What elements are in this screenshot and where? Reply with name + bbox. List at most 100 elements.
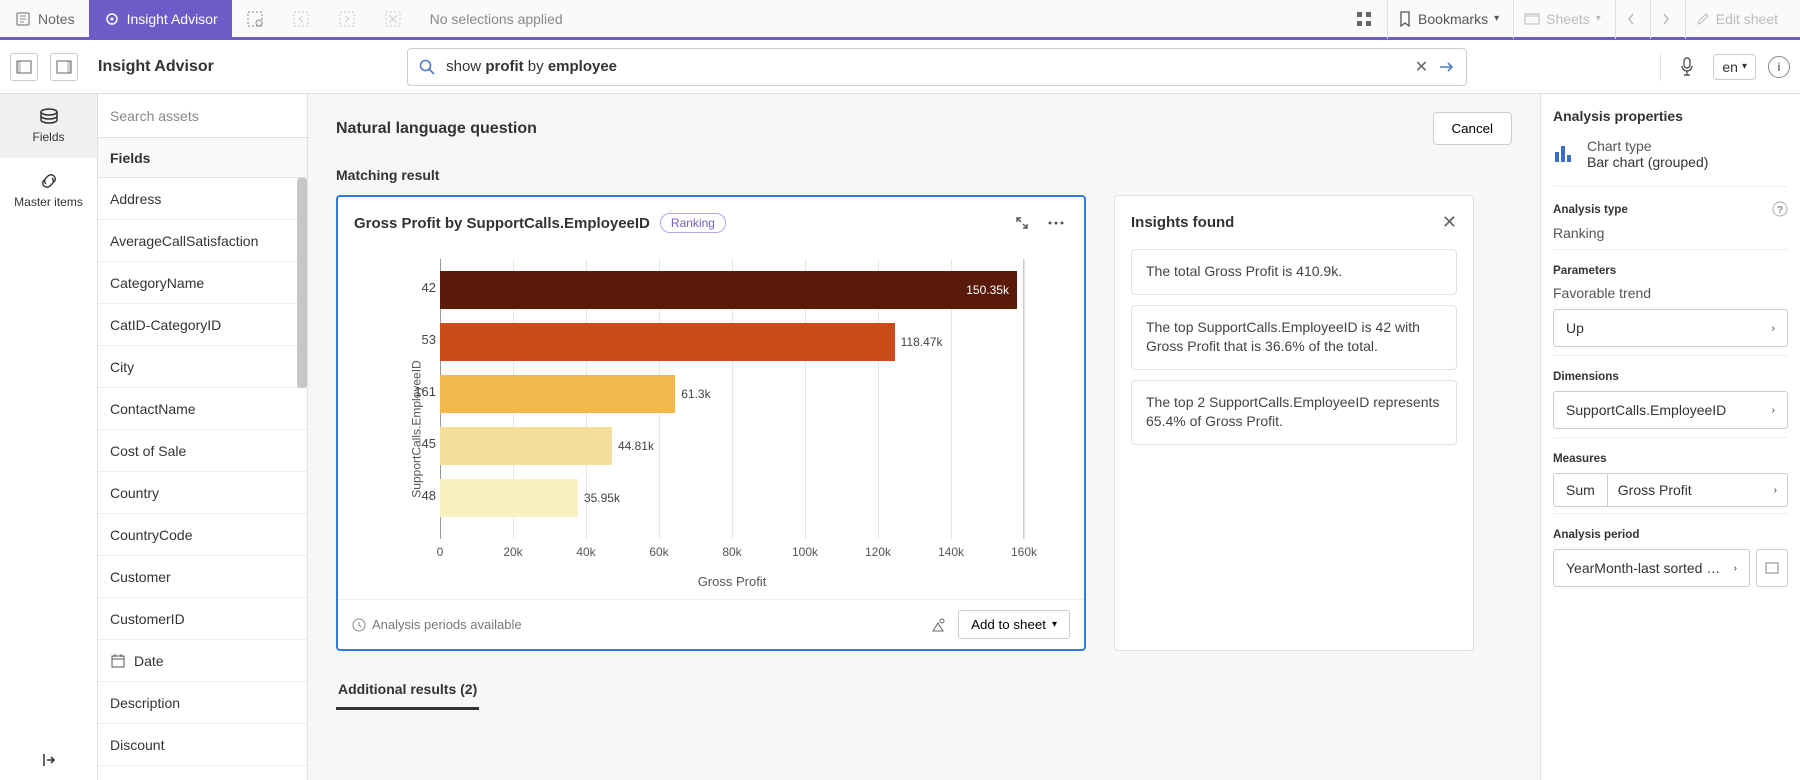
field-item[interactable]: Country: [98, 472, 307, 514]
field-item[interactable]: ContactName: [98, 388, 307, 430]
bar-chart[interactable]: SupportCalls.EmployeeID 150.35k118.47k61…: [368, 259, 1054, 599]
bar[interactable]: [440, 479, 578, 517]
notes-button[interactable]: Notes: [0, 0, 89, 39]
chart-more-button[interactable]: [1044, 211, 1068, 235]
calendar-icon: [110, 653, 126, 669]
insight-advisor-button[interactable]: Insight Advisor: [89, 0, 232, 39]
grid-menu-button[interactable]: [1345, 0, 1383, 39]
field-item[interactable]: Customer: [98, 556, 307, 598]
additional-results-section: Additional results (2): [336, 671, 1512, 710]
field-item[interactable]: Discount: [98, 724, 307, 766]
x-tick-label: 80k: [722, 545, 741, 559]
next-sheet-button[interactable]: [1650, 0, 1681, 39]
measure-selector[interactable]: Gross Profit ›: [1608, 473, 1788, 507]
search-icon: [418, 58, 436, 76]
selection-back-button[interactable]: [278, 0, 324, 39]
scrollbar-thumb[interactable]: [297, 178, 307, 388]
clock-icon: [352, 618, 366, 632]
explore-button[interactable]: [926, 613, 950, 637]
insight-item[interactable]: The top SupportCalls.EmployeeID is 42 wi…: [1131, 305, 1457, 370]
bar-category-label: 53: [408, 332, 436, 347]
x-tick-label: 120k: [865, 545, 891, 559]
insight-item[interactable]: The total Gross Profit is 410.9k.: [1131, 249, 1457, 295]
field-item[interactable]: City: [98, 346, 307, 388]
bar[interactable]: 150.35k: [440, 271, 1017, 309]
expand-chart-button[interactable]: [1010, 211, 1034, 235]
search-query-text[interactable]: show profit by employee: [446, 58, 1405, 75]
field-item[interactable]: AverageCallSatisfaction: [98, 220, 307, 262]
insight-icon: [103, 10, 121, 28]
additional-results-tab[interactable]: Additional results (2): [336, 671, 479, 710]
toggle-left-panel-button[interactable]: [10, 53, 38, 81]
field-item[interactable]: Address: [98, 178, 307, 220]
field-item[interactable]: Description: [98, 682, 307, 724]
rail-fields-button[interactable]: Fields: [0, 94, 97, 158]
insight-advisor-label: Insight Advisor: [127, 11, 218, 27]
field-item[interactable]: CountryCode: [98, 514, 307, 556]
top-toolbar: Notes Insight Advisor No selections appl…: [0, 0, 1800, 40]
sheets-button[interactable]: Sheets ▾: [1513, 0, 1611, 39]
field-item[interactable]: CategoryName: [98, 262, 307, 304]
bar-row[interactable]: 61.3k: [440, 373, 1054, 415]
chart-type-label: Chart type: [1587, 138, 1708, 154]
page-title: Insight Advisor: [98, 58, 214, 76]
chevron-down-icon: ▾: [1052, 619, 1057, 630]
x-tick-label: 40k: [576, 545, 595, 559]
chevron-down-icon: ▾: [1742, 61, 1747, 72]
bar-row[interactable]: 118.47k: [440, 321, 1054, 363]
info-icon: i: [1778, 60, 1781, 74]
matching-result-label: Matching result: [336, 167, 1512, 183]
edit-sheet-button[interactable]: Edit sheet: [1685, 0, 1788, 39]
cancel-button[interactable]: Cancel: [1433, 112, 1513, 145]
prev-sheet-button[interactable]: [1615, 0, 1646, 39]
sheets-icon: [1524, 12, 1540, 26]
help-button[interactable]: i: [1768, 56, 1790, 78]
measures-label: Measures: [1553, 452, 1788, 465]
ranking-badge: Ranking: [660, 213, 726, 233]
rail-collapse-button[interactable]: [0, 740, 97, 780]
properties-panel: Analysis properties Chart type Bar chart…: [1540, 94, 1800, 780]
language-selector[interactable]: en ▾: [1713, 54, 1756, 80]
add-to-sheet-button[interactable]: Add to sheet ▾: [958, 610, 1070, 639]
chevron-right-icon: ›: [1772, 323, 1775, 334]
rail-master-items-button[interactable]: Master items: [0, 158, 97, 222]
close-insights-button[interactable]: ✕: [1442, 212, 1457, 233]
field-item[interactable]: CatID-CategoryID: [98, 304, 307, 346]
database-icon: [38, 108, 60, 126]
analysis-type-help-icon[interactable]: ?: [1772, 201, 1788, 217]
field-item[interactable]: Date: [98, 640, 307, 682]
notes-label: Notes: [38, 11, 75, 27]
bar-row[interactable]: 44.81k: [440, 425, 1054, 467]
period-selector[interactable]: YearMonth-last sorted v… ›: [1553, 549, 1750, 587]
bar[interactable]: [440, 323, 895, 361]
mic-icon: [1679, 57, 1695, 77]
bar-row[interactable]: 150.35k: [440, 269, 1054, 311]
bar-value-label: 35.95k: [584, 491, 620, 505]
x-tick-label: 20k: [503, 545, 522, 559]
analysis-period-label: Analysis period: [1553, 528, 1788, 541]
selection-tool-1[interactable]: [232, 0, 278, 39]
insight-item[interactable]: The top 2 SupportCalls.EmployeeID repres…: [1131, 380, 1457, 445]
bar-row[interactable]: 35.95k: [440, 477, 1054, 519]
field-item[interactable]: Cost of Sale: [98, 430, 307, 472]
nl-search-box[interactable]: show profit by employee ✕: [407, 48, 1467, 86]
bar[interactable]: [440, 427, 612, 465]
chevron-right-icon: ›: [1774, 485, 1777, 496]
voice-input-button[interactable]: [1673, 53, 1701, 81]
submit-search-button[interactable]: [1438, 60, 1456, 74]
field-item[interactable]: CustomerID: [98, 598, 307, 640]
bar[interactable]: [440, 375, 675, 413]
aggregation-selector[interactable]: Sum: [1553, 473, 1608, 507]
toggle-right-panel-button[interactable]: [50, 53, 78, 81]
chart-title: Gross Profit by SupportCalls.EmployeeID: [354, 215, 650, 232]
bookmarks-button[interactable]: Bookmarks ▾: [1387, 0, 1509, 39]
assets-search-input[interactable]: Search assets: [98, 94, 307, 138]
period-extra-button[interactable]: [1756, 549, 1788, 587]
clear-search-button[interactable]: ✕: [1415, 57, 1428, 77]
favorable-trend-selector[interactable]: Up ›: [1553, 309, 1788, 347]
selection-forward-button[interactable]: [324, 0, 370, 39]
properties-title: Analysis properties: [1553, 108, 1788, 124]
clear-selections-button[interactable]: [370, 0, 416, 39]
dimension-selector[interactable]: SupportCalls.EmployeeID ›: [1553, 391, 1788, 429]
x-tick-label: 160k: [1011, 545, 1037, 559]
